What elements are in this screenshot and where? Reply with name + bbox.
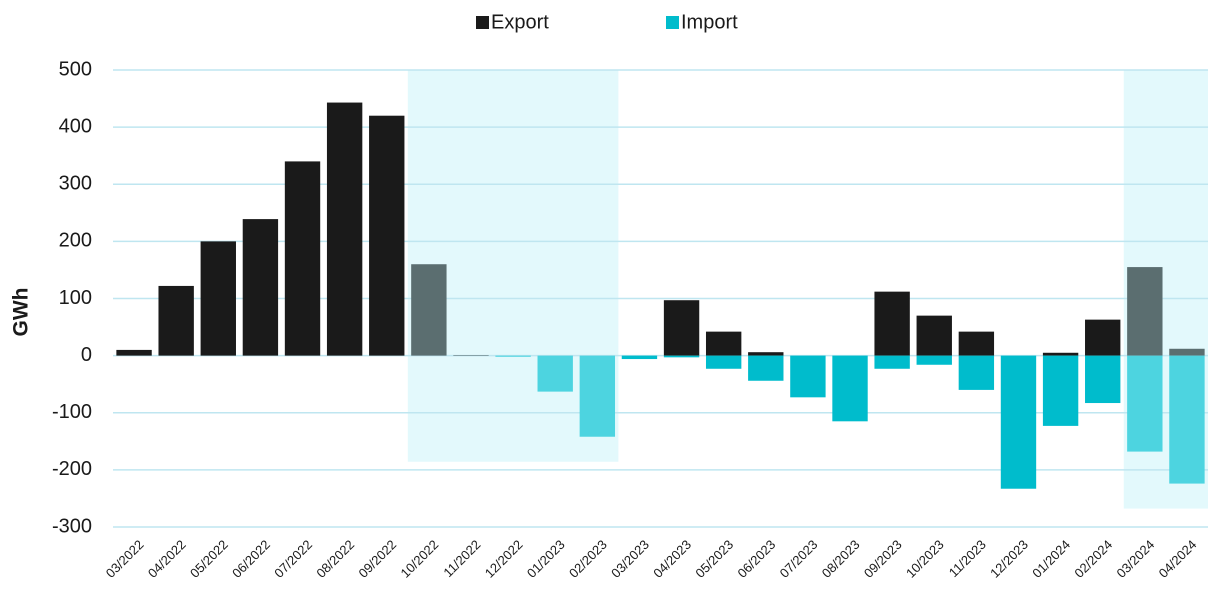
bar [1085,355,1121,404]
bar [1169,355,1205,484]
y-tick-label: 0 [81,344,92,366]
x-tick-label: 03/2023 [608,537,652,581]
bar [663,300,700,356]
legend-label: Export [491,11,549,33]
bar [158,285,194,356]
x-tick-label: 12/2022 [482,537,526,581]
bar [579,355,616,437]
y-axis-label: GWh [10,288,33,337]
bar [958,355,995,390]
x-tick-label: 06/2022 [229,537,273,581]
bar [1085,319,1121,356]
y-tick-label: -100 [52,401,92,423]
bar [663,355,700,358]
x-tick-label: 04/2022 [145,537,189,581]
x-tick-label: 09/2023 [861,537,905,581]
x-tick-label: 10/2023 [903,537,947,581]
bar [958,331,995,356]
x-tick-label: 08/2023 [819,537,863,581]
x-tick-label: 07/2023 [777,537,821,581]
legend-swatch [476,16,489,29]
bar [874,355,910,369]
bar [369,115,405,356]
x-tick-label: 06/2023 [734,537,778,581]
bar [1127,355,1163,452]
x-tick-label: 09/2022 [355,537,399,581]
bar [495,355,531,357]
bar [705,331,742,356]
bar [916,355,952,365]
y-tick-label: 100 [59,287,92,309]
y-tick-label: -200 [52,458,92,480]
x-tick-label: 10/2022 [398,537,442,581]
x-tick-label: 01/2023 [524,537,568,581]
bar [284,161,321,356]
bar [453,355,489,356]
y-tick-label: -300 [52,515,92,537]
x-tick-label: 07/2022 [271,537,315,581]
x-tick-label: 03/2022 [103,537,147,581]
bar [874,291,910,356]
y-tick-label: 200 [59,230,92,252]
y-tick-label: 300 [59,173,92,195]
bar [537,355,573,392]
x-tick-label: 04/2023 [650,537,694,581]
bar [411,264,447,356]
bar [242,219,279,356]
bar [621,355,658,360]
x-tick-label: 03/2024 [1114,537,1158,581]
bar [1169,348,1205,356]
x-tick-label: 05/2023 [692,537,736,581]
y-tick-label: 500 [59,58,92,80]
x-tick-label: 04/2024 [1156,537,1200,581]
bar [1042,355,1079,426]
x-tick-label: 12/2023 [987,537,1031,581]
legend-swatch [666,16,679,29]
bar [1000,355,1037,489]
x-tick-label: 01/2024 [1029,537,1073,581]
bar [200,241,236,356]
bar [326,102,363,356]
x-tick-label: 02/2023 [566,537,610,581]
bar [790,355,826,398]
bar [705,355,742,369]
x-tick-label: 02/2024 [1071,537,1115,581]
x-tick-label: 11/2023 [946,537,989,580]
x-tick-label: 11/2022 [440,537,483,580]
bar [832,355,868,422]
bar [748,355,784,381]
x-tick-label: 08/2022 [313,537,357,581]
x-tick-label: 05/2022 [187,537,231,581]
bar [1042,352,1079,356]
y-tick-label: 400 [59,115,92,137]
bar [748,352,784,356]
bar [1127,267,1163,356]
bar [116,349,152,356]
bar [916,315,952,356]
legend-label: Import [681,11,738,33]
